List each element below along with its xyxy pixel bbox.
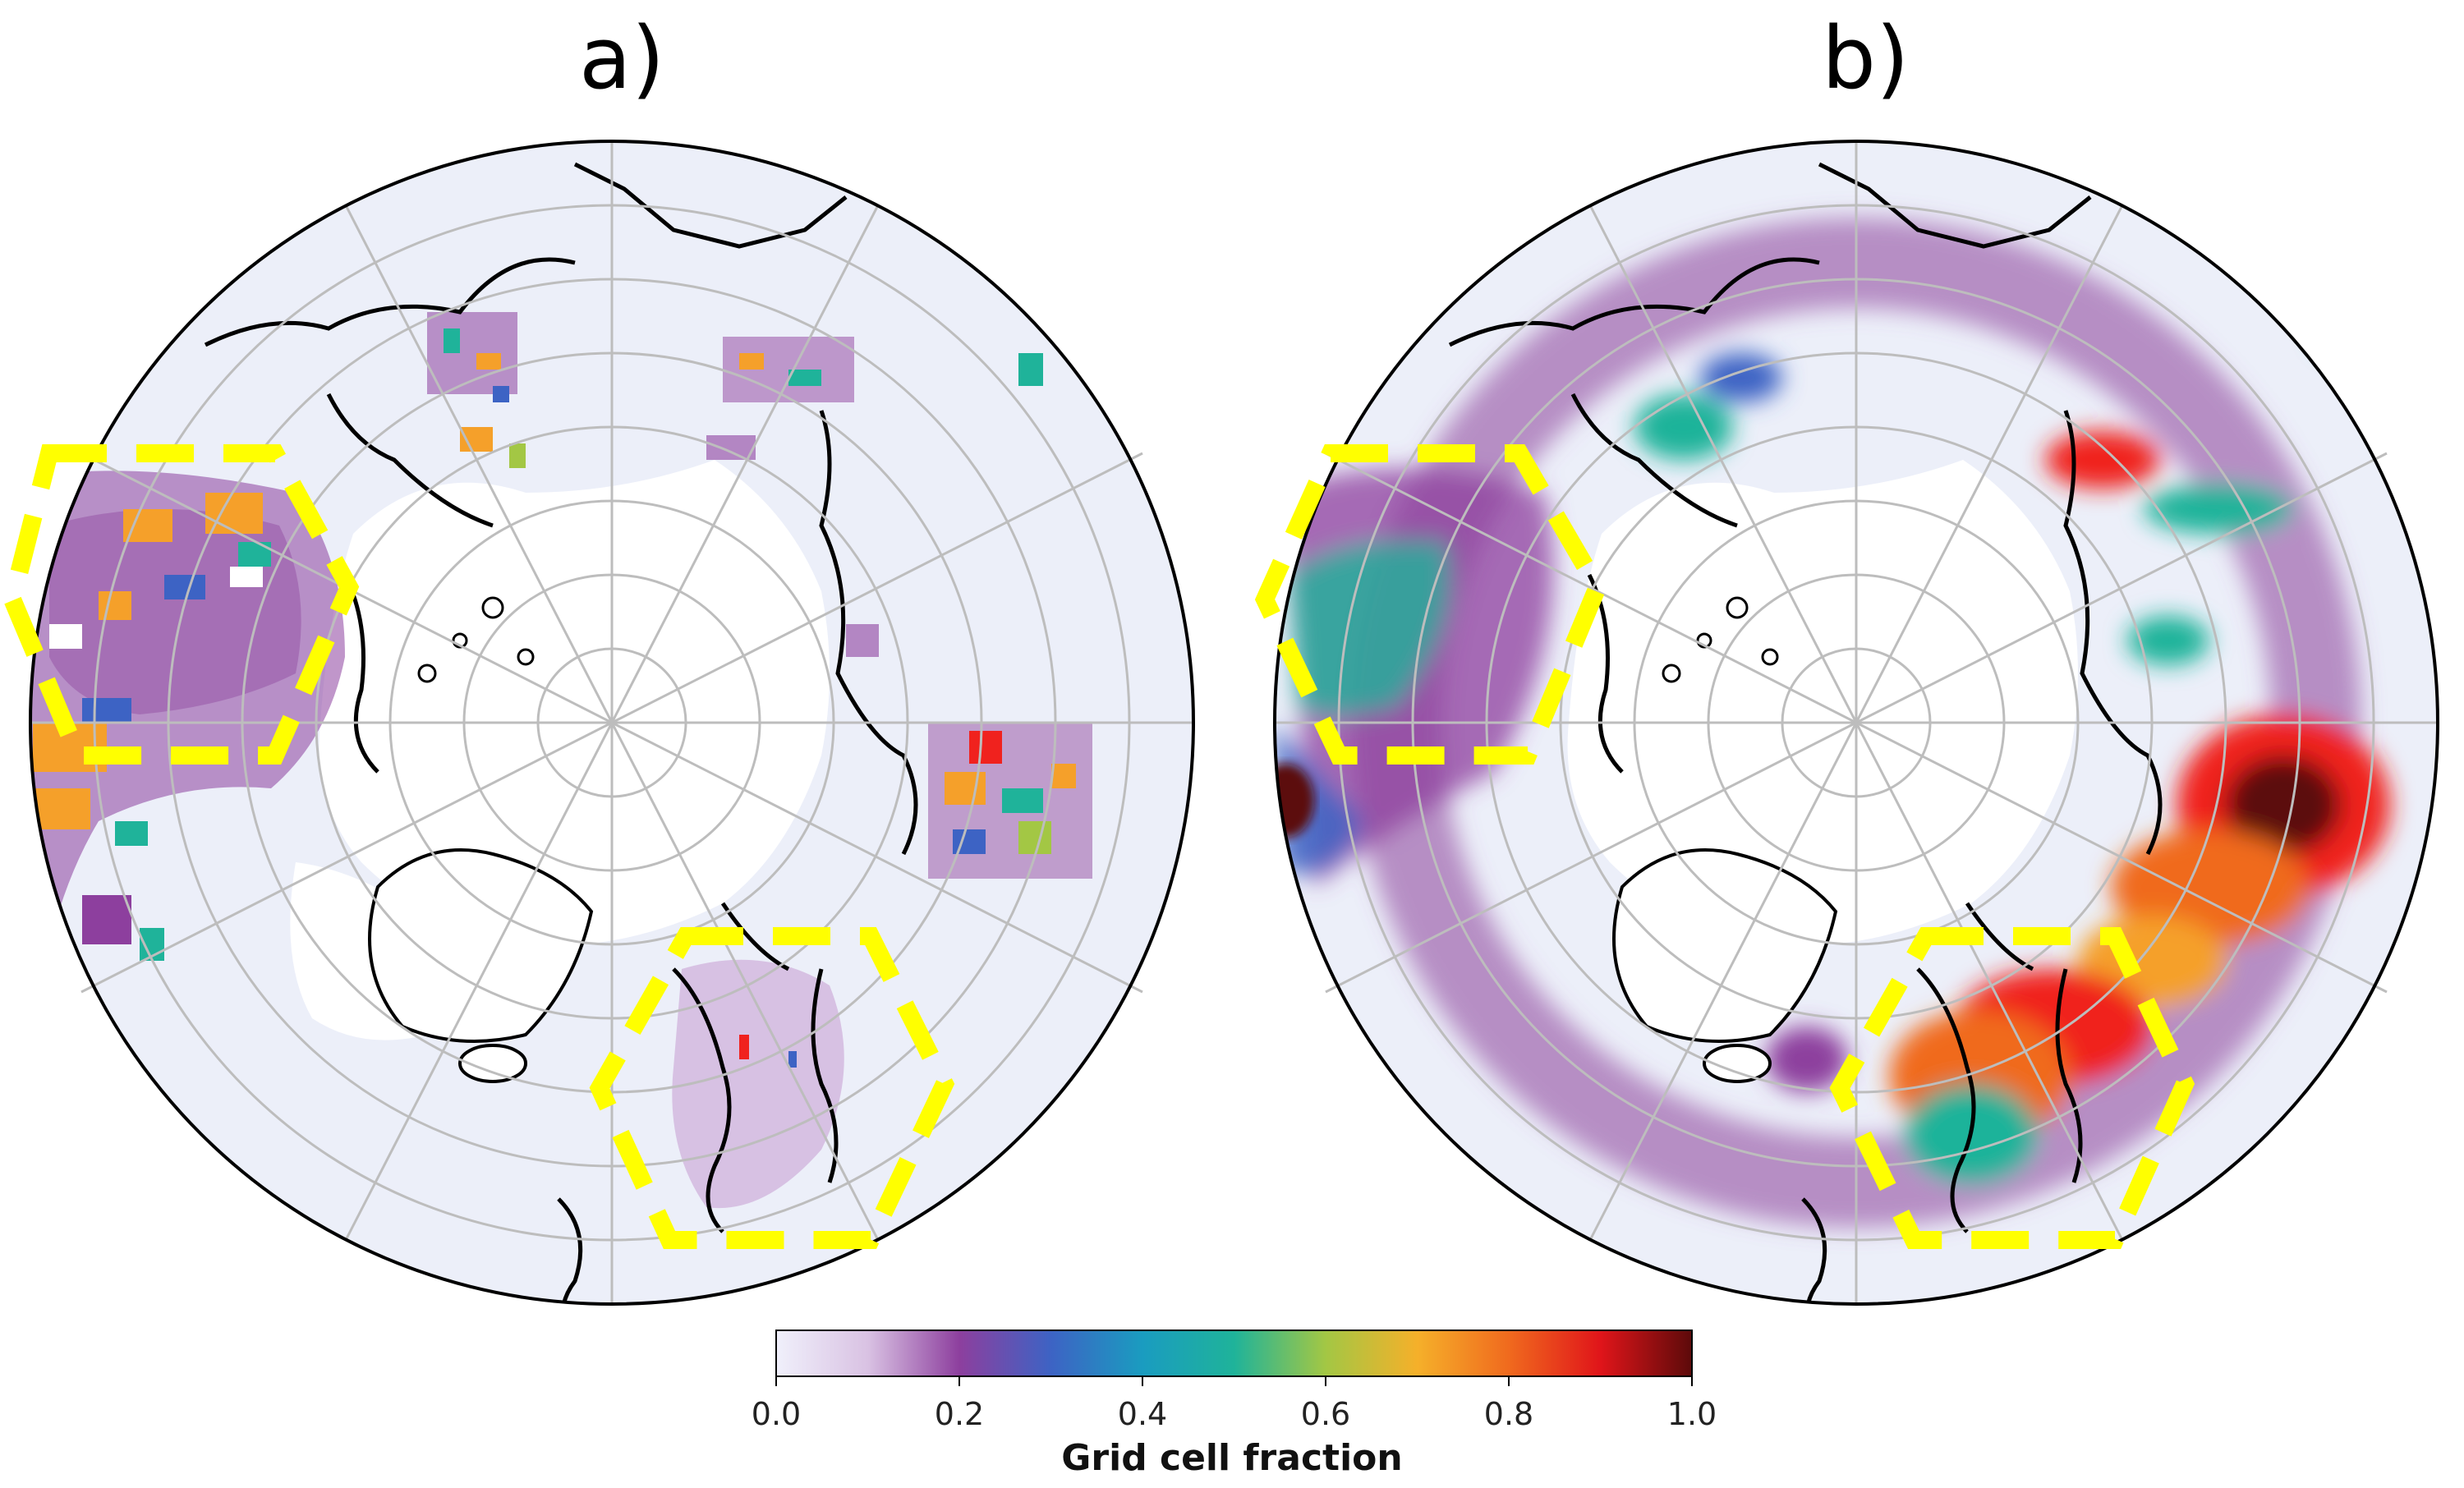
map-a-boundary xyxy=(29,140,1195,1306)
colorbar-label: Grid cell fraction xyxy=(1061,1437,1403,1479)
colorbar-gradient xyxy=(775,1330,1693,1377)
map-b-highlight-scandinavia xyxy=(1829,927,2195,1249)
map-b-boundary xyxy=(1273,140,2439,1306)
colorbar-tick-5: 1.0 xyxy=(1666,1396,1717,1432)
map-a-highlight-scandinavia xyxy=(589,927,955,1249)
colorbar-tick-2: 0.4 xyxy=(1117,1396,1168,1432)
colorbar xyxy=(775,1330,1693,1386)
map-panel-b xyxy=(1254,140,2439,1306)
colorbar-tick-4: 0.8 xyxy=(1483,1396,1534,1432)
panel-b-label: b) xyxy=(1822,8,1910,108)
map-a-highlight-asia xyxy=(2,444,360,765)
map-a-graticule xyxy=(30,141,1193,1304)
colorbar-tick-0: 0.0 xyxy=(751,1396,802,1432)
map-b-highlight-asia xyxy=(1254,444,1608,765)
panel-a-label: a) xyxy=(579,8,665,108)
map-b-graticule xyxy=(1275,141,2438,1304)
map-panel-a xyxy=(2,140,1195,1306)
colorbar-tick-3: 0.6 xyxy=(1300,1396,1351,1432)
colorbar-tick-1: 0.2 xyxy=(934,1396,985,1432)
